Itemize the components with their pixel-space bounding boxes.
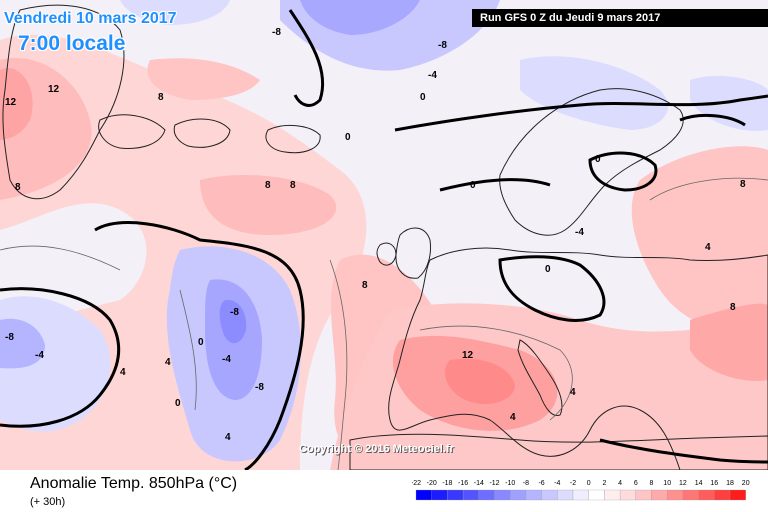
color-scale-tick-label: 12 — [679, 480, 687, 487]
contour-label: 8 — [158, 92, 164, 103]
color-scale-tick-label: 16 — [710, 480, 718, 487]
color-scale-tick-label: 20 — [742, 480, 750, 487]
cold-anomaly-fields — [0, 0, 768, 462]
contour-label: 8 — [290, 180, 296, 191]
great-britain-outline — [395, 227, 431, 279]
contour-label: 0 — [175, 398, 181, 409]
contour-label: 4 — [510, 412, 516, 423]
scandinavia-outline — [499, 88, 684, 236]
contour-label: 4 — [570, 387, 576, 398]
color-scale-swatch — [682, 489, 699, 501]
color-scale-tick-label: -8 — [523, 480, 529, 487]
contour-label: 8 — [740, 179, 746, 190]
color-scale-swatch — [541, 489, 558, 501]
contour-label: 4 — [165, 357, 171, 368]
contour-label: 8 — [730, 302, 736, 313]
contour-label: -4 — [35, 350, 44, 361]
color-scale-tick-label: -6 — [538, 480, 544, 487]
color-scale-tick-label: 10 — [663, 480, 671, 487]
color-scale-swatch — [510, 489, 527, 501]
color-scale-tick-label: -16 — [458, 480, 468, 487]
contour-label: 8 — [362, 280, 368, 291]
color-scale: -22-20-18-16-14-12-10-8-6-4-202468101214… — [412, 480, 750, 501]
color-scale-swatch — [635, 489, 652, 501]
contour-label: 0 — [470, 180, 476, 191]
color-scale-tick-label: -12 — [489, 480, 499, 487]
land-outlines — [2, 4, 768, 470]
contour-label: 0 — [545, 264, 551, 275]
color-scale-swatch — [698, 489, 715, 501]
color-scale-tick-label: 8 — [650, 480, 654, 487]
zero-isotherms — [0, 9, 768, 470]
lead-time: (+ 30h) — [30, 496, 66, 508]
contour-value-labels: 12 12 12 8 8 8 8 8 8 8 4 4 4 4 4 4 0 0 0… — [5, 27, 746, 443]
contour-label: 0 — [198, 337, 204, 348]
color-scale-tick-label: 0 — [587, 480, 591, 487]
color-scale-tick-label: -4 — [554, 480, 560, 487]
color-scale-swatches — [415, 489, 746, 501]
color-scale-tick-label: 14 — [695, 480, 703, 487]
color-scale-swatch — [619, 489, 636, 501]
color-scale-swatch — [557, 489, 574, 501]
temperature-anomaly-map: 12 12 12 8 8 8 8 8 8 8 4 4 4 4 4 4 0 0 0… — [0, 0, 768, 470]
color-scale-tick-label: -2 — [570, 480, 576, 487]
copyright-notice: Copyright © 2016 Meteociel.fr — [299, 443, 454, 455]
contour-label: 12 — [5, 97, 17, 108]
color-scale-swatch — [415, 489, 432, 501]
forecast-time: 7:00 locale — [18, 32, 126, 55]
forecast-date: Vendredi 10 mars 2017 — [4, 10, 177, 27]
north-africa-outline — [349, 433, 768, 470]
color-scale-tick-label: 2 — [602, 480, 606, 487]
color-scale-swatch — [588, 489, 605, 501]
greenland-outline — [2, 4, 125, 200]
color-scale-tick-label: 18 — [726, 480, 734, 487]
contour-label: 4 — [225, 432, 231, 443]
contour-label: 0 — [595, 154, 601, 165]
color-scale-swatch — [462, 489, 479, 501]
contour-label: -8 — [230, 307, 239, 318]
color-scale-tick-label: -18 — [442, 480, 452, 487]
contour-label: -8 — [272, 27, 281, 38]
contour-label: 4 — [705, 242, 711, 253]
color-scale-swatch — [525, 489, 542, 501]
color-scale-swatch — [714, 489, 731, 501]
color-scale-swatch — [667, 489, 684, 501]
iceland-outline — [265, 124, 321, 154]
color-scale-tick-label: -14 — [474, 480, 484, 487]
anomaly-isotherms — [0, 177, 768, 470]
color-scale-swatch — [431, 489, 448, 501]
contour-label: 12 — [48, 84, 60, 95]
color-scale-tick-label: -22 — [412, 480, 421, 487]
contour-label: -4 — [575, 227, 584, 238]
contour-label: -4 — [428, 70, 437, 81]
contour-label: 8 — [265, 180, 271, 191]
color-scale-swatch — [447, 489, 464, 501]
europe-outline — [388, 247, 768, 470]
color-scale-swatch — [604, 489, 621, 501]
color-scale-tick-label: 6 — [634, 480, 638, 487]
ireland-outline — [376, 242, 397, 266]
color-scale-labels: -22-20-18-16-14-12-10-8-6-4-202468101214… — [412, 480, 750, 487]
contour-label: 8 — [15, 182, 21, 193]
variable-title: Anomalie Temp. 850hPa (°C) — [30, 475, 238, 492]
model-run-label: Run GFS 0 Z du Jeudi 9 mars 2017 — [472, 9, 768, 27]
italy-outline — [517, 339, 563, 417]
color-scale-tick-label: -20 — [427, 480, 437, 487]
color-scale-tick-label: -10 — [505, 480, 515, 487]
contour-label: 0 — [420, 92, 426, 103]
contour-label: 12 — [462, 350, 474, 361]
color-scale-tick-label: 4 — [618, 480, 622, 487]
color-scale-swatch — [572, 489, 589, 501]
color-scale-swatch — [494, 489, 511, 501]
contour-label: -8 — [5, 332, 14, 343]
contour-label: 0 — [345, 132, 351, 143]
color-scale-swatch — [478, 489, 495, 501]
contour-label: 4 — [120, 367, 126, 378]
color-scale-swatch — [651, 489, 668, 501]
contour-label: -4 — [222, 354, 231, 365]
contour-label: -8 — [255, 382, 264, 393]
contour-label: -8 — [438, 40, 447, 51]
color-scale-swatch — [729, 489, 746, 501]
